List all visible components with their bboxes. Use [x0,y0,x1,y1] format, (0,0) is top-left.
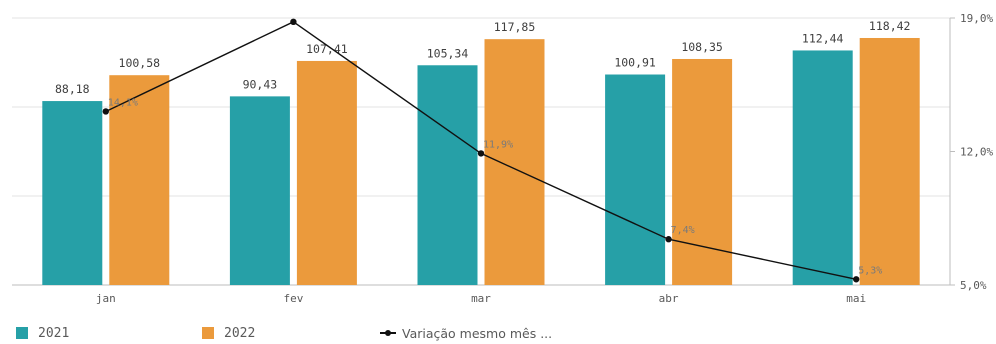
x-tick-jan: jan [96,292,116,305]
legend-item-variacao[interactable]: Variação mesmo mês ... [380,326,552,341]
y-right-tick-0: 5,0% [960,279,987,292]
line-point-fev [290,18,297,26]
right-axis-tick-labels: 5,0% 12,0% 19,0% [960,12,993,292]
bar-label-2022-mar: 117,85 [494,20,536,34]
line-point-abr [665,236,672,243]
bar-label-2022-fev: 107,41 [306,42,348,56]
bar-2022-abr [672,58,733,285]
line-label-mar: 11,9% [483,139,513,150]
legend-item-2022[interactable]: 2022 [202,326,255,341]
x-tick-mar: mar [471,292,491,305]
line-point-jan [102,108,110,115]
x-tick-abr: abr [659,292,679,305]
bar-label-2021-mai: 112,44 [802,31,844,45]
bar-2021-mar [417,65,478,286]
bar-label-2022-mai: 118,42 [869,19,911,33]
line-label-mai: 5,3% [858,265,882,276]
line-series: 14,1% 11,9% 7,4% 5,3% [102,18,882,283]
legend-label-2022: 2022 [224,325,256,341]
bar-label-2022-jan: 100,58 [119,56,161,70]
x-axis-tick-labels: jan fev mar abr mai [96,292,866,305]
legend-label-2021: 2021 [38,325,70,341]
x-tick-fev: fev [283,292,303,305]
combo-chart: 88,18 100,58 90,43 107,41 105,34 117,85 100,91… [12,12,993,305]
y-right-tick-2: 19,0% [960,12,993,25]
bar-label-2021-abr: 100,91 [614,56,656,70]
line-point-mar [477,150,485,157]
bar-value-labels: 88,18 100,58 90,43 107,41 105,34 117,85 100,91… [55,19,910,96]
line-label-abr: 7,4% [671,225,695,236]
bar-2021-fev [229,96,290,285]
legend-swatch-2022 [202,327,214,339]
bar-2022-mar [484,39,545,285]
bar-2022-jan [109,75,170,285]
legend-item-2021[interactable]: 2021 [16,326,69,341]
y-right-tick-1: 12,0% [960,146,993,159]
bar-2021-mai [792,50,853,286]
bar-series [42,37,920,286]
bar-label-2021-jan: 88,18 [55,82,90,96]
legend-label-variacao: Variação mesmo mês ... [402,325,553,341]
bar-2021-abr [605,74,666,285]
bar-2021-jan [42,101,103,285]
legend-line-icon [380,327,396,339]
legend-swatch-2021 [16,327,28,339]
bar-2022-mai [859,37,920,286]
bar-2022-fev [296,60,357,286]
bar-label-2021-mar: 105,34 [427,46,469,60]
line-point-mai [853,276,860,283]
line-label-jan: 14,1% [108,97,138,108]
bar-label-2022-abr: 108,35 [681,40,723,54]
x-tick-mai: mai [846,292,866,305]
bar-label-2021-fev: 90,43 [243,77,278,91]
